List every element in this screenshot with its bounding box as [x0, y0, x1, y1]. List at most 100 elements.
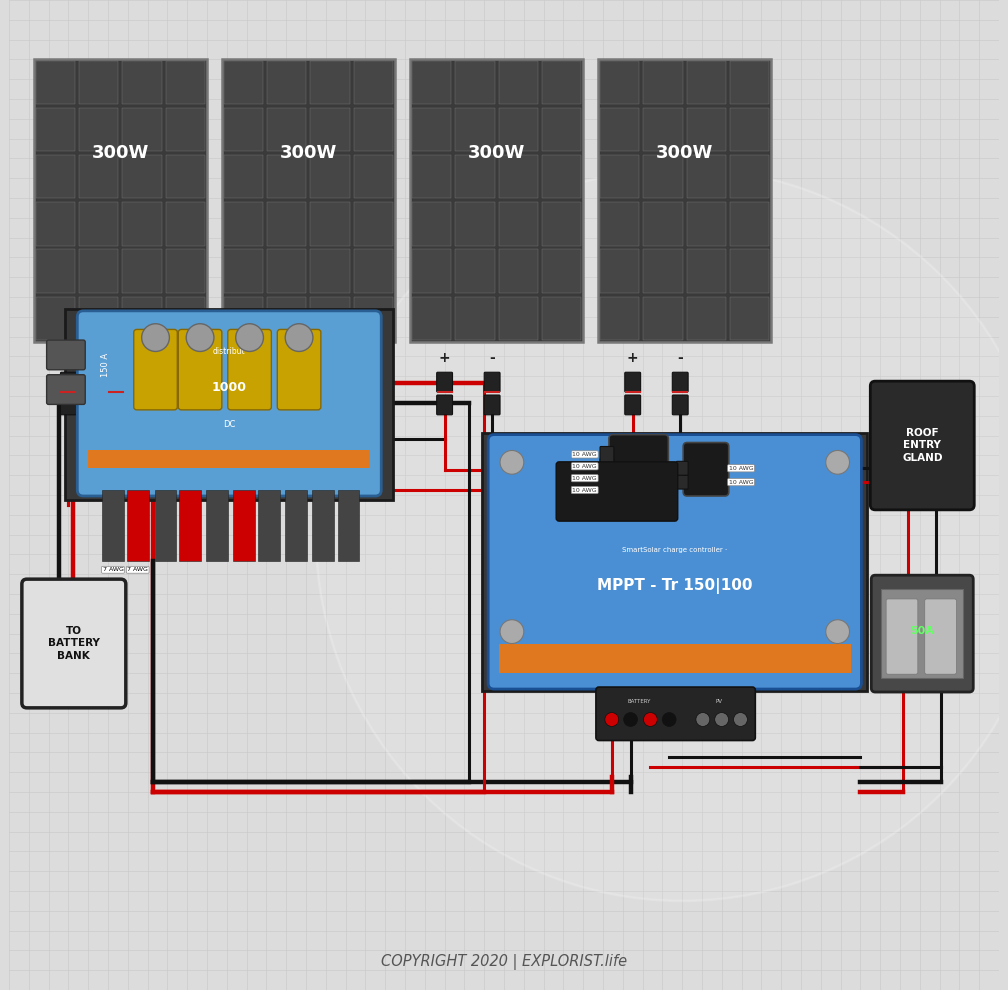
Circle shape: [734, 713, 747, 727]
Bar: [122, 297, 161, 340]
Bar: [35, 155, 75, 198]
FancyBboxPatch shape: [33, 59, 207, 342]
Bar: [35, 203, 75, 246]
FancyBboxPatch shape: [436, 372, 453, 392]
Bar: [456, 203, 495, 246]
Text: 10 AWG: 10 AWG: [729, 465, 753, 471]
FancyBboxPatch shape: [60, 395, 77, 415]
FancyBboxPatch shape: [881, 589, 964, 678]
Text: 10 AWG: 10 AWG: [729, 479, 753, 485]
Circle shape: [826, 450, 850, 474]
Text: ROOF
ENTRY
GLAND: ROOF ENTRY GLAND: [902, 428, 942, 463]
FancyBboxPatch shape: [22, 579, 126, 708]
FancyBboxPatch shape: [222, 59, 395, 342]
FancyBboxPatch shape: [484, 372, 500, 392]
Bar: [122, 61, 161, 105]
Text: distribut: distribut: [213, 346, 246, 356]
Bar: [35, 249, 75, 293]
Bar: [643, 249, 682, 293]
Bar: [310, 297, 350, 340]
Bar: [310, 155, 350, 198]
FancyBboxPatch shape: [499, 644, 851, 673]
Bar: [456, 109, 495, 151]
Circle shape: [500, 450, 524, 474]
Bar: [542, 61, 582, 105]
Text: 10 AWG: 10 AWG: [573, 475, 597, 481]
FancyBboxPatch shape: [598, 59, 771, 342]
FancyBboxPatch shape: [676, 461, 688, 475]
FancyBboxPatch shape: [609, 435, 668, 504]
Bar: [267, 203, 306, 246]
Text: 150 A: 150 A: [101, 353, 110, 377]
FancyBboxPatch shape: [596, 687, 755, 741]
Text: 7 AWG: 7 AWG: [127, 567, 148, 572]
Bar: [600, 297, 639, 340]
FancyBboxPatch shape: [108, 395, 124, 415]
Circle shape: [500, 620, 524, 644]
Circle shape: [826, 620, 850, 644]
Bar: [165, 109, 205, 151]
Bar: [456, 155, 495, 198]
Bar: [224, 203, 263, 246]
FancyBboxPatch shape: [556, 461, 677, 521]
Bar: [456, 297, 495, 340]
FancyBboxPatch shape: [233, 490, 254, 561]
Bar: [730, 203, 769, 246]
Text: TO
BATTERY
BANK: TO BATTERY BANK: [48, 626, 100, 661]
Bar: [412, 109, 452, 151]
Bar: [165, 155, 205, 198]
FancyBboxPatch shape: [672, 372, 688, 392]
Text: SmartSolar charge controller ·: SmartSolar charge controller ·: [622, 546, 728, 552]
FancyBboxPatch shape: [625, 372, 641, 392]
FancyBboxPatch shape: [66, 309, 393, 500]
Text: 7 AWG: 7 AWG: [103, 567, 123, 572]
FancyBboxPatch shape: [338, 490, 360, 561]
Bar: [354, 297, 393, 340]
Bar: [354, 203, 393, 246]
Circle shape: [715, 713, 729, 727]
Circle shape: [662, 713, 676, 727]
Text: DC: DC: [223, 420, 236, 429]
Bar: [686, 109, 726, 151]
Bar: [730, 109, 769, 151]
Bar: [224, 61, 263, 105]
Bar: [412, 203, 452, 246]
Text: 50A: 50A: [910, 627, 934, 637]
Bar: [686, 249, 726, 293]
Text: -: -: [489, 351, 495, 365]
Bar: [412, 297, 452, 340]
Bar: [643, 109, 682, 151]
Bar: [456, 249, 495, 293]
FancyBboxPatch shape: [154, 490, 176, 561]
Bar: [600, 249, 639, 293]
Bar: [686, 203, 726, 246]
Circle shape: [696, 713, 710, 727]
Text: PV: PV: [715, 699, 722, 705]
FancyBboxPatch shape: [108, 372, 124, 392]
FancyBboxPatch shape: [249, 395, 264, 415]
Bar: [267, 249, 306, 293]
Bar: [354, 109, 393, 151]
Bar: [643, 203, 682, 246]
FancyBboxPatch shape: [870, 381, 975, 510]
Bar: [542, 297, 582, 340]
Bar: [165, 61, 205, 105]
FancyBboxPatch shape: [46, 374, 86, 404]
Bar: [499, 249, 538, 293]
Bar: [730, 155, 769, 198]
Text: 300W: 300W: [468, 144, 525, 161]
Text: MPPT - Tr 150|100: MPPT - Tr 150|100: [597, 578, 753, 594]
FancyBboxPatch shape: [625, 395, 641, 415]
Bar: [730, 61, 769, 105]
Text: -: -: [677, 351, 683, 365]
Bar: [542, 203, 582, 246]
FancyBboxPatch shape: [600, 470, 614, 486]
Bar: [35, 109, 75, 151]
FancyBboxPatch shape: [89, 450, 370, 468]
Circle shape: [186, 324, 214, 351]
FancyBboxPatch shape: [311, 490, 334, 561]
FancyBboxPatch shape: [127, 490, 148, 561]
Bar: [165, 203, 205, 246]
FancyBboxPatch shape: [285, 490, 307, 561]
Bar: [354, 249, 393, 293]
